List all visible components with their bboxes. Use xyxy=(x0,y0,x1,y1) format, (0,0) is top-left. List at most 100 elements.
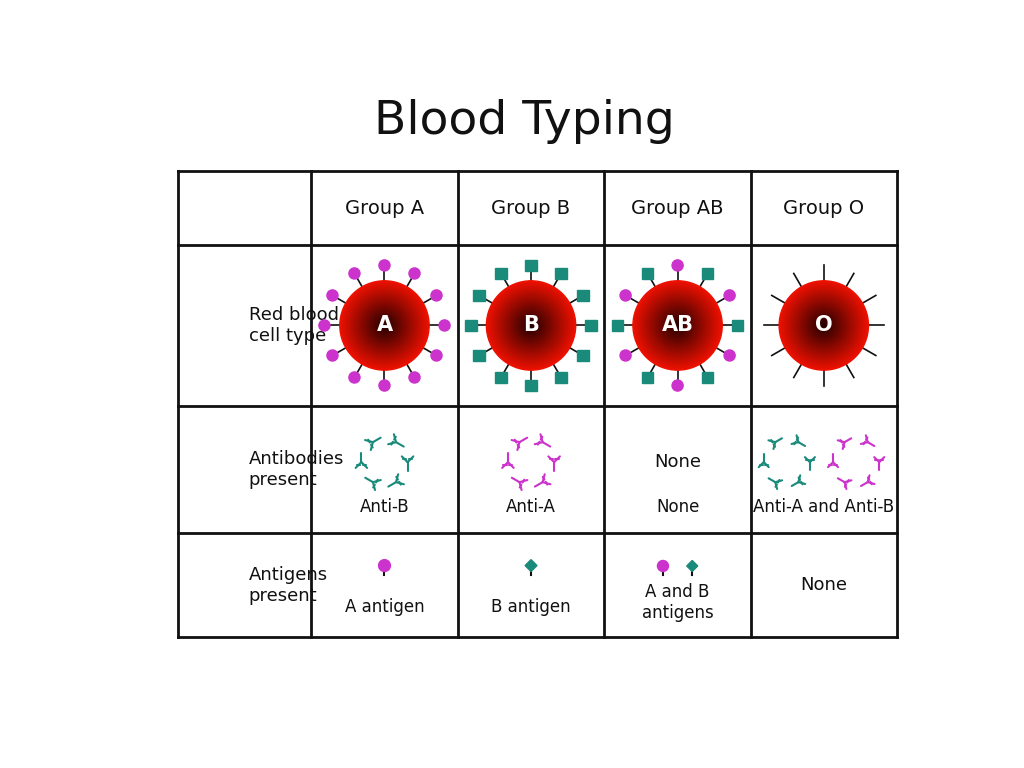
Circle shape xyxy=(651,299,705,353)
Circle shape xyxy=(349,290,420,361)
Polygon shape xyxy=(586,319,597,331)
Circle shape xyxy=(327,350,338,361)
Circle shape xyxy=(809,310,839,340)
Circle shape xyxy=(376,316,393,334)
Circle shape xyxy=(633,281,722,370)
Polygon shape xyxy=(701,372,714,383)
Circle shape xyxy=(645,293,711,358)
Circle shape xyxy=(525,319,537,332)
Circle shape xyxy=(486,281,575,370)
Circle shape xyxy=(353,294,416,356)
Circle shape xyxy=(494,288,568,362)
Circle shape xyxy=(815,316,833,334)
Circle shape xyxy=(812,313,836,337)
Circle shape xyxy=(379,380,390,391)
Text: B: B xyxy=(523,316,539,336)
Circle shape xyxy=(493,286,569,364)
Circle shape xyxy=(676,324,679,327)
Text: None: None xyxy=(654,453,701,471)
Circle shape xyxy=(670,318,685,333)
Circle shape xyxy=(439,320,451,331)
Circle shape xyxy=(657,561,669,571)
Circle shape xyxy=(341,283,428,369)
Circle shape xyxy=(642,290,714,361)
Circle shape xyxy=(359,300,410,351)
Circle shape xyxy=(522,316,540,334)
Circle shape xyxy=(496,290,566,361)
Text: Red blood
cell type: Red blood cell type xyxy=(249,306,339,345)
Polygon shape xyxy=(642,372,653,383)
Circle shape xyxy=(666,313,689,337)
Circle shape xyxy=(652,300,702,351)
Circle shape xyxy=(794,296,854,356)
Circle shape xyxy=(349,372,360,383)
Circle shape xyxy=(659,308,695,343)
Circle shape xyxy=(504,299,558,353)
Circle shape xyxy=(351,293,417,358)
Circle shape xyxy=(507,302,555,349)
Circle shape xyxy=(621,350,631,361)
Circle shape xyxy=(639,286,717,364)
Polygon shape xyxy=(525,379,537,392)
Circle shape xyxy=(724,290,735,301)
Circle shape xyxy=(344,285,425,366)
Text: A and B
antigens: A and B antigens xyxy=(642,583,714,621)
Circle shape xyxy=(368,309,400,342)
Polygon shape xyxy=(578,290,589,301)
Circle shape xyxy=(640,288,715,362)
Circle shape xyxy=(354,296,415,356)
Circle shape xyxy=(379,319,390,332)
Circle shape xyxy=(431,350,442,361)
Text: Blood Typing: Blood Typing xyxy=(375,99,675,144)
Circle shape xyxy=(357,299,412,353)
Circle shape xyxy=(409,372,420,383)
Circle shape xyxy=(529,324,532,327)
Polygon shape xyxy=(578,349,589,361)
Polygon shape xyxy=(555,372,567,383)
Circle shape xyxy=(409,268,420,279)
Circle shape xyxy=(516,310,546,340)
Text: Group A: Group A xyxy=(345,199,424,217)
Circle shape xyxy=(803,305,845,346)
Circle shape xyxy=(665,312,691,339)
Circle shape xyxy=(786,288,861,362)
Circle shape xyxy=(796,297,852,354)
Circle shape xyxy=(797,299,851,353)
Circle shape xyxy=(506,300,556,351)
Circle shape xyxy=(382,323,387,329)
Circle shape xyxy=(822,324,825,327)
Polygon shape xyxy=(473,290,484,301)
Circle shape xyxy=(653,302,701,349)
Circle shape xyxy=(675,323,681,329)
Circle shape xyxy=(802,303,846,348)
Circle shape xyxy=(374,315,395,336)
Circle shape xyxy=(487,283,574,369)
Text: O: O xyxy=(815,316,833,336)
Circle shape xyxy=(649,297,706,354)
Polygon shape xyxy=(701,268,714,280)
Circle shape xyxy=(806,308,842,343)
Circle shape xyxy=(528,323,535,329)
Circle shape xyxy=(788,290,859,361)
Circle shape xyxy=(364,305,406,346)
Text: Anti-A and Anti-B: Anti-A and Anti-B xyxy=(754,498,894,516)
Circle shape xyxy=(377,318,392,333)
Circle shape xyxy=(362,303,407,348)
Text: Antibodies
present: Antibodies present xyxy=(249,451,344,489)
Polygon shape xyxy=(525,260,537,271)
Polygon shape xyxy=(555,268,567,280)
Circle shape xyxy=(489,284,572,367)
Circle shape xyxy=(779,281,868,370)
Circle shape xyxy=(790,291,858,359)
Circle shape xyxy=(502,296,561,356)
Circle shape xyxy=(526,321,536,330)
Circle shape xyxy=(500,294,562,356)
Polygon shape xyxy=(611,319,624,331)
Circle shape xyxy=(672,260,683,271)
Circle shape xyxy=(637,285,718,366)
Text: AB: AB xyxy=(662,316,693,336)
Circle shape xyxy=(509,303,553,348)
Circle shape xyxy=(672,380,683,391)
Text: Group O: Group O xyxy=(783,199,864,217)
Circle shape xyxy=(520,315,542,336)
